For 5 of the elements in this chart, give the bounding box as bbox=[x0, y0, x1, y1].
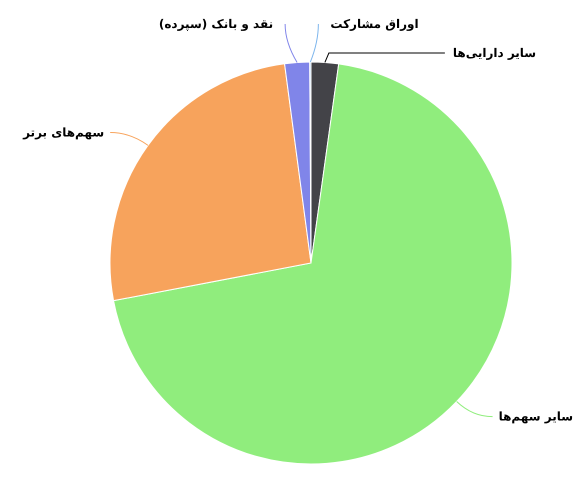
slice-label: سهم‌های برتر bbox=[22, 125, 104, 140]
slice-label: سایر دارایی‌ها bbox=[452, 46, 536, 60]
slice-label: نقد و بانک (سپرده) bbox=[158, 17, 274, 31]
slice-label: اوراق مشارکت bbox=[330, 17, 419, 31]
slice-label: سایر سهم‌ها bbox=[498, 410, 574, 424]
